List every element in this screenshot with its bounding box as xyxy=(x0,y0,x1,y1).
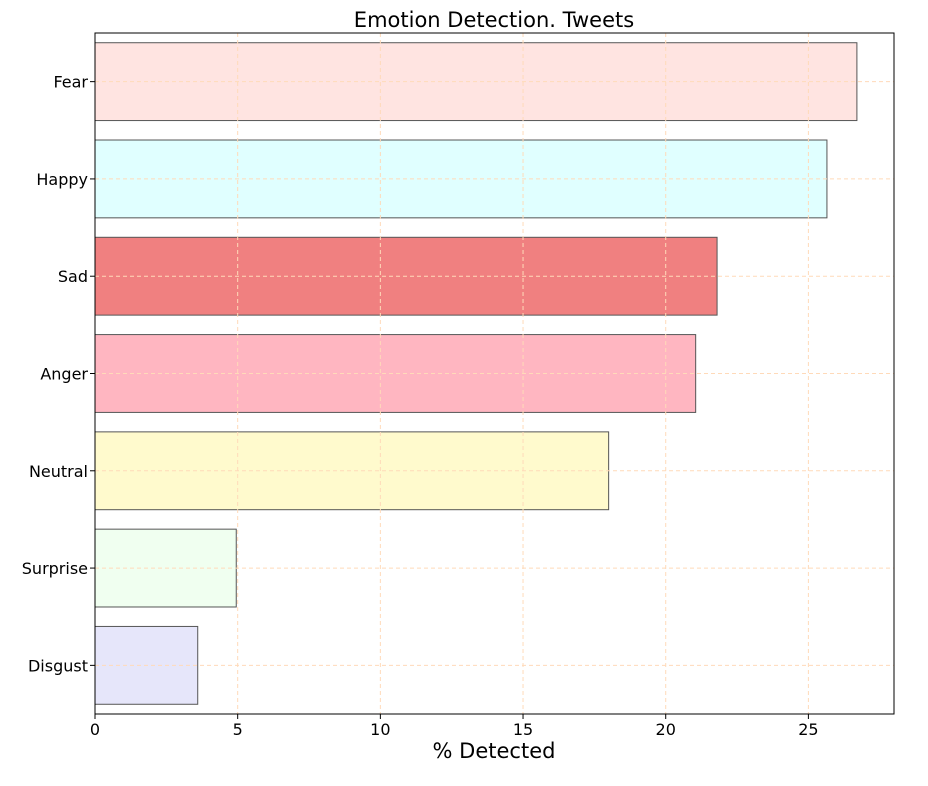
y-tick-label-anger: Anger xyxy=(40,365,88,384)
x-tick-label: 25 xyxy=(798,720,818,739)
x-tick-label: 20 xyxy=(656,720,676,739)
x-tick-label: 5 xyxy=(233,720,243,739)
grid-lines xyxy=(94,33,894,714)
y-ticks: Fear Happy Sad Anger Neutral Surprise Disgust xyxy=(22,73,95,675)
y-tick-label-neutral: Neutral xyxy=(29,462,88,481)
y-tick-label-sad: Sad xyxy=(58,267,88,286)
y-tick-label-fear: Fear xyxy=(53,73,88,92)
y-tick-label-disgust: Disgust xyxy=(28,656,88,675)
x-axis-label: % Detected xyxy=(433,739,556,763)
bar-anger xyxy=(94,334,697,413)
y-tick-label-happy: Happy xyxy=(36,170,88,189)
x-tick-label: 15 xyxy=(513,720,533,739)
chart-title: Emotion Detection. Tweets xyxy=(354,8,634,32)
y-tick-label-surprise: Surprise xyxy=(22,559,88,578)
x-tick-label: 0 xyxy=(90,720,100,739)
x-ticks: 0 5 10 15 20 25 xyxy=(90,714,819,739)
x-tick-label: 10 xyxy=(370,720,390,739)
